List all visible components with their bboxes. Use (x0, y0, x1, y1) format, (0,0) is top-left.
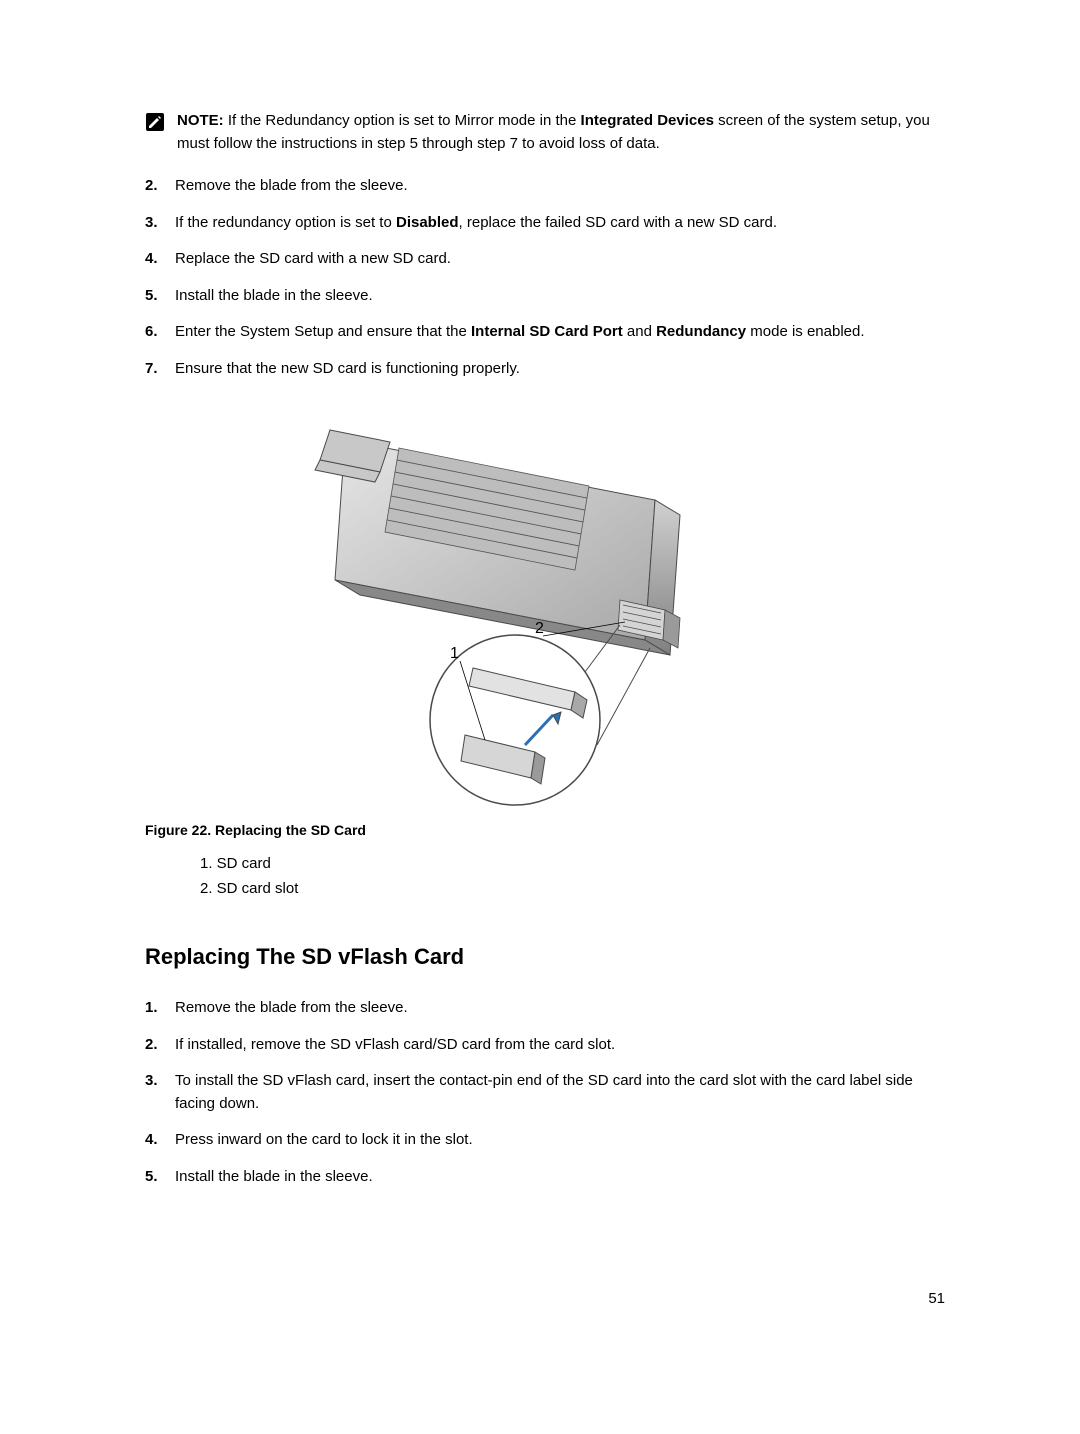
step-number: 1. (145, 997, 175, 1020)
step-number: 5. (145, 285, 175, 308)
section-heading: Replacing The SD vFlash Card (145, 940, 945, 973)
step-text: Remove the blade from the sleeve. (175, 997, 945, 1020)
figure-caption: Figure 22. Replacing the SD Card (145, 820, 945, 841)
svg-text:2: 2 (535, 620, 544, 637)
step-item: 3. If the redundancy option is set to Di… (145, 212, 945, 235)
step-number: 2. (145, 175, 175, 198)
legend-item: 2. SD card slot (200, 878, 945, 901)
step-text: Press inward on the card to lock it in t… (175, 1129, 945, 1152)
svg-text:1: 1 (450, 645, 459, 662)
step-item: 4. Press inward on the card to lock it i… (145, 1129, 945, 1152)
step-item: 1. Remove the blade from the sleeve. (145, 997, 945, 1020)
step-number: 3. (145, 1070, 175, 1115)
step-number: 4. (145, 248, 175, 271)
figure-legend: 1. SD card 2. SD card slot (145, 853, 945, 900)
note-label: NOTE: (177, 112, 224, 129)
step-text: If the redundancy option is set to Disab… (175, 212, 945, 235)
step-text: If installed, remove the SD vFlash card/… (175, 1034, 945, 1057)
step-text: Install the blade in the sleeve. (175, 1166, 945, 1189)
figure-22: 1 2 (225, 400, 765, 810)
step-item: 7. Ensure that the new SD card is functi… (145, 358, 945, 381)
step-item: 3. To install the SD vFlash card, insert… (145, 1070, 945, 1115)
note-pencil-icon (145, 112, 167, 140)
step-item: 2. If installed, remove the SD vFlash ca… (145, 1034, 945, 1057)
step-number: 4. (145, 1129, 175, 1152)
page-number: 51 (145, 1288, 945, 1311)
note-text: NOTE: If the Redundancy option is set to… (177, 110, 945, 155)
step-text: Install the blade in the sleeve. (175, 285, 945, 308)
step-number: 3. (145, 212, 175, 235)
step-number: 5. (145, 1166, 175, 1189)
step-number: 6. (145, 321, 175, 344)
step-text: To install the SD vFlash card, insert th… (175, 1070, 945, 1115)
step-text: Ensure that the new SD card is functioni… (175, 358, 945, 381)
step-item: 4. Replace the SD card with a new SD car… (145, 248, 945, 271)
step-item: 2. Remove the blade from the sleeve. (145, 175, 945, 198)
step-number: 7. (145, 358, 175, 381)
figure-illustration: 1 2 (225, 400, 765, 810)
step-text: Enter the System Setup and ensure that t… (175, 321, 945, 344)
legend-item: 1. SD card (200, 853, 945, 876)
step-item: 6. Enter the System Setup and ensure tha… (145, 321, 945, 344)
step-item: 5. Install the blade in the sleeve. (145, 1166, 945, 1189)
step-text: Remove the blade from the sleeve. (175, 175, 945, 198)
steps-list-2: 1. Remove the blade from the sleeve. 2. … (145, 997, 945, 1188)
step-number: 2. (145, 1034, 175, 1057)
step-text: Replace the SD card with a new SD card. (175, 248, 945, 271)
steps-list-1: 2. Remove the blade from the sleeve. 3. … (145, 175, 945, 380)
step-item: 5. Install the blade in the sleeve. (145, 285, 945, 308)
note-block: NOTE: If the Redundancy option is set to… (145, 110, 945, 155)
